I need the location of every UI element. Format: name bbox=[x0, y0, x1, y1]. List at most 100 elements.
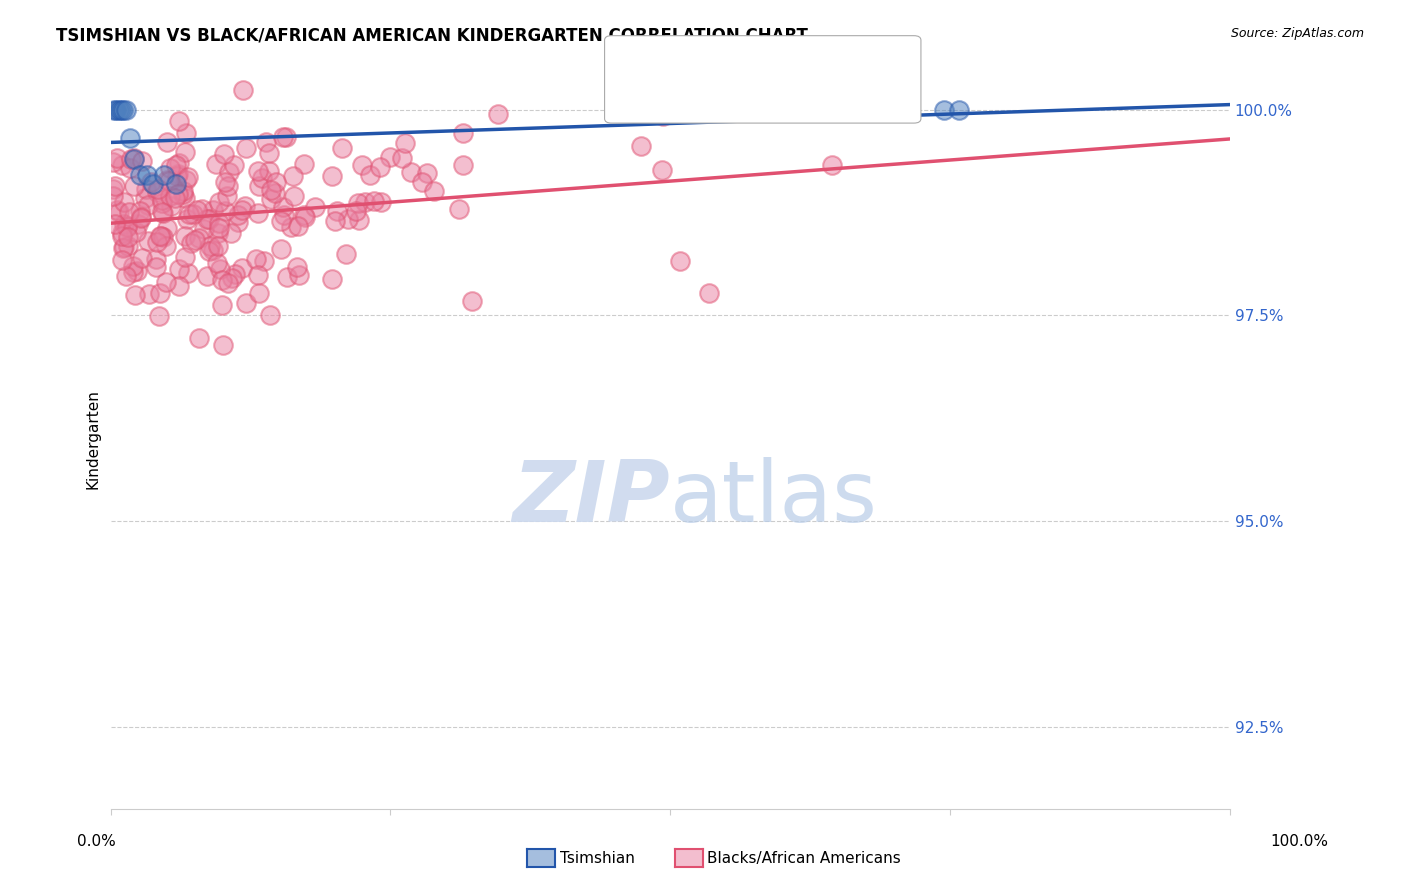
Point bbox=[285, 260, 308, 274]
Point bbox=[110, 103, 132, 117]
Point bbox=[205, 157, 228, 171]
Point bbox=[127, 218, 149, 232]
Point bbox=[191, 202, 214, 216]
Text: TSIMSHIAN VS BLACK/AFRICAN AMERICAN KINDERGARTEN CORRELATION CHART: TSIMSHIAN VS BLACK/AFRICAN AMERICAN KIND… bbox=[56, 27, 808, 45]
Point bbox=[177, 170, 200, 185]
Point bbox=[111, 241, 134, 255]
Point bbox=[250, 171, 273, 186]
Point bbox=[214, 204, 236, 219]
Point bbox=[155, 275, 177, 289]
Point bbox=[163, 191, 186, 205]
Point bbox=[176, 173, 198, 187]
Point bbox=[139, 175, 162, 189]
Point bbox=[176, 211, 198, 226]
Point bbox=[226, 214, 249, 228]
Point bbox=[105, 202, 128, 217]
Point bbox=[152, 230, 174, 244]
Point bbox=[101, 188, 124, 202]
Point bbox=[287, 219, 309, 233]
Point bbox=[235, 141, 257, 155]
Point bbox=[416, 166, 439, 180]
Point bbox=[280, 220, 302, 235]
Point bbox=[651, 109, 673, 123]
Point bbox=[115, 103, 138, 117]
Point bbox=[271, 200, 294, 214]
Point bbox=[246, 268, 269, 282]
Point bbox=[347, 212, 370, 227]
Point bbox=[153, 169, 176, 183]
Point bbox=[134, 182, 156, 196]
Point bbox=[118, 131, 141, 145]
Point bbox=[104, 217, 127, 231]
Point bbox=[166, 169, 188, 183]
Point bbox=[138, 286, 160, 301]
Y-axis label: Kindergarten: Kindergarten bbox=[86, 389, 100, 489]
Point bbox=[172, 184, 194, 198]
Point bbox=[101, 182, 124, 196]
Text: Tsimshian: Tsimshian bbox=[560, 851, 634, 865]
Text: ZIP: ZIP bbox=[513, 457, 671, 540]
Point bbox=[136, 198, 159, 212]
Point bbox=[486, 107, 509, 121]
Point bbox=[217, 276, 239, 290]
Point bbox=[344, 204, 367, 219]
Point bbox=[294, 209, 316, 223]
Point bbox=[117, 238, 139, 252]
Point bbox=[207, 239, 229, 253]
Point bbox=[821, 158, 844, 172]
Point bbox=[201, 202, 224, 217]
Point bbox=[172, 187, 194, 202]
Point bbox=[105, 103, 128, 117]
Point bbox=[148, 309, 170, 323]
Point bbox=[146, 186, 169, 200]
Point bbox=[214, 175, 236, 189]
Point bbox=[108, 205, 131, 219]
Point bbox=[159, 161, 181, 176]
Point bbox=[198, 212, 221, 227]
Point bbox=[391, 151, 413, 165]
Point bbox=[270, 214, 292, 228]
Point bbox=[112, 194, 135, 209]
Point bbox=[215, 188, 238, 202]
Point bbox=[651, 163, 673, 178]
Point bbox=[245, 252, 267, 267]
Point bbox=[363, 194, 385, 208]
Point bbox=[150, 204, 173, 219]
Point bbox=[111, 226, 134, 240]
Point bbox=[270, 243, 292, 257]
Point bbox=[283, 189, 305, 203]
Point bbox=[117, 230, 139, 244]
Point bbox=[247, 163, 270, 178]
Point bbox=[136, 234, 159, 248]
Point bbox=[124, 287, 146, 301]
Point bbox=[124, 179, 146, 194]
Point bbox=[934, 103, 956, 117]
Point bbox=[107, 103, 129, 117]
Point bbox=[167, 156, 190, 170]
Point bbox=[218, 164, 240, 178]
Point bbox=[152, 206, 174, 220]
Point bbox=[201, 243, 224, 257]
Point bbox=[235, 296, 257, 310]
Point bbox=[111, 228, 134, 243]
Point bbox=[112, 217, 135, 231]
Point bbox=[131, 154, 153, 169]
Point bbox=[207, 256, 229, 270]
Point bbox=[411, 175, 433, 189]
Point bbox=[208, 261, 231, 276]
Point bbox=[226, 208, 249, 222]
Point bbox=[359, 168, 381, 182]
Point bbox=[232, 83, 254, 97]
Text: Blacks/African Americans: Blacks/African Americans bbox=[707, 851, 901, 865]
Point bbox=[149, 228, 172, 243]
Point bbox=[266, 175, 288, 189]
Point bbox=[321, 271, 343, 285]
Point bbox=[447, 202, 470, 216]
Point bbox=[122, 152, 145, 166]
Point bbox=[115, 220, 138, 235]
Point bbox=[247, 178, 270, 193]
Point bbox=[156, 173, 179, 187]
Text: atlas: atlas bbox=[671, 457, 879, 540]
Point bbox=[273, 208, 295, 222]
Point bbox=[150, 196, 173, 211]
